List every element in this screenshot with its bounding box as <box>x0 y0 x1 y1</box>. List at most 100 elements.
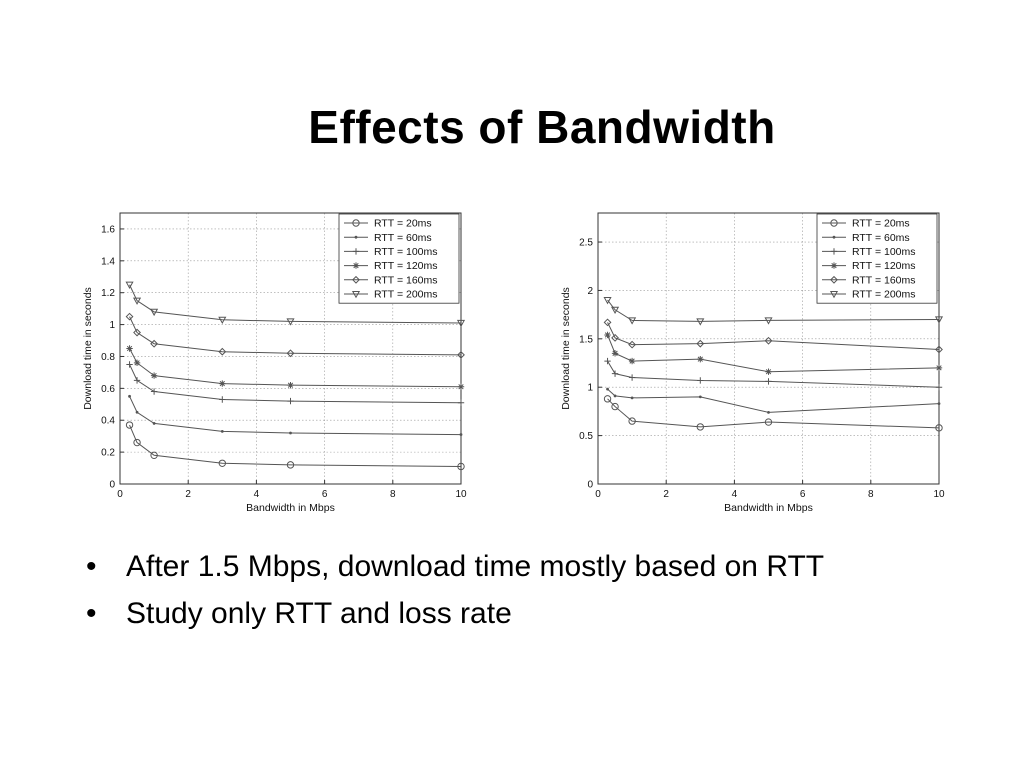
legend-marker <box>830 275 838 284</box>
data-point <box>934 316 944 324</box>
data-point <box>611 306 620 315</box>
data-point <box>697 355 704 363</box>
data-point <box>611 350 619 357</box>
x-tick-label: 0 <box>595 489 601 500</box>
series-line <box>129 396 462 436</box>
legend-box <box>816 213 938 304</box>
legend-label: RTT = 60ms <box>852 232 910 244</box>
legend-marker <box>832 235 836 239</box>
data-point <box>765 368 772 375</box>
download-time-chart-left: 0 2 4 6 8 10 0 0.2 0.4 0.6 0.8 1 1.2 1.4 1.6 Bandwidth … <box>82 212 467 514</box>
bullet-item-bandwidth: • After 1.5 Mbps, download time mostly b… <box>82 543 824 590</box>
data-point <box>603 318 612 327</box>
data-point <box>459 433 463 436</box>
legend-marker <box>352 262 360 269</box>
data-point <box>611 370 619 377</box>
series-1 <box>125 421 465 471</box>
legend-item: RTT = 20ms <box>822 218 910 230</box>
data-point <box>287 397 294 405</box>
series-4 <box>126 345 465 390</box>
data-point <box>764 317 773 325</box>
data-point <box>287 381 294 389</box>
x-tick-label: 10 <box>455 489 467 500</box>
y-tick-label: 0.6 <box>101 384 115 395</box>
legend-item: RTT = 20ms <box>344 218 432 230</box>
legend-marker <box>352 248 360 255</box>
legend-marker <box>354 235 358 239</box>
series-line <box>129 316 462 356</box>
legend-item: RTT = 120ms <box>822 260 916 272</box>
series-line <box>129 348 462 388</box>
series-line <box>607 299 940 322</box>
y-tick-label: 0.4 <box>101 416 115 427</box>
data-point <box>764 336 773 345</box>
data-point <box>764 418 773 426</box>
data-point <box>152 422 156 425</box>
y-tick-label: 1.2 <box>101 288 115 299</box>
data-point <box>457 462 465 471</box>
data-point <box>456 319 466 328</box>
data-point <box>219 380 226 387</box>
y-tick-label: 0 <box>109 480 115 491</box>
data-point <box>133 377 141 384</box>
data-point <box>150 372 158 379</box>
data-point <box>220 429 224 433</box>
data-point <box>125 312 134 321</box>
y-axis-label: Download time in seconds <box>82 287 94 410</box>
data-point <box>457 383 465 390</box>
bullet-icon: • <box>86 550 97 583</box>
data-point <box>696 339 705 348</box>
x-tick-label: 2 <box>185 489 191 500</box>
data-point <box>606 387 609 391</box>
data-point <box>603 297 612 305</box>
data-point <box>150 388 158 395</box>
x-tick-label: 4 <box>732 489 738 500</box>
legend-label: RTT = 20ms <box>374 218 432 230</box>
data-point <box>218 316 227 325</box>
legend-item: RTT = 60ms <box>822 232 910 244</box>
data-point <box>603 395 612 403</box>
data-point <box>218 459 227 467</box>
legend-marker <box>352 219 360 227</box>
y-tick-label: 0 <box>587 480 593 491</box>
legend-marker <box>830 248 838 255</box>
data-point <box>935 424 943 432</box>
y-tick-label: 1.5 <box>579 334 593 345</box>
y-tick-label: 0.2 <box>101 448 115 459</box>
series-line <box>607 360 940 388</box>
series-line <box>129 424 462 467</box>
data-point <box>935 384 943 391</box>
data-point <box>696 318 705 326</box>
legend: RTT = 20ms RTT = 60ms RTT = 100ms RTT = 120… <box>338 213 460 304</box>
legend-label: RTT = 120ms <box>374 260 438 272</box>
data-point <box>611 402 619 411</box>
series-line <box>607 398 940 429</box>
series-line <box>129 364 462 404</box>
series-line <box>607 322 940 350</box>
data-point <box>935 345 943 354</box>
data-point <box>457 350 465 359</box>
data-point <box>289 431 292 435</box>
bullet-text: After 1.5 Mbps, download time mostly bas… <box>126 550 825 583</box>
data-point <box>286 349 295 358</box>
data-point <box>628 317 637 325</box>
series-2 <box>606 387 941 414</box>
legend-label: RTT = 120ms <box>852 260 916 272</box>
legend-item: RTT = 160ms <box>822 274 916 286</box>
data-point <box>604 331 611 339</box>
data-point <box>135 410 139 414</box>
legend-item: RTT = 100ms <box>344 246 438 258</box>
data-point <box>611 333 619 342</box>
data-point <box>150 308 159 317</box>
plot-frame <box>597 212 940 485</box>
legend-label: RTT = 160ms <box>374 274 438 286</box>
data-point <box>628 417 636 425</box>
data-point <box>125 421 134 429</box>
data-point <box>133 359 141 367</box>
series-3 <box>126 361 465 406</box>
legend-marker <box>830 219 838 227</box>
data-point <box>150 339 159 348</box>
y-tick-label: 1.4 <box>101 256 115 267</box>
series-6 <box>125 281 466 328</box>
series-5 <box>603 318 943 354</box>
